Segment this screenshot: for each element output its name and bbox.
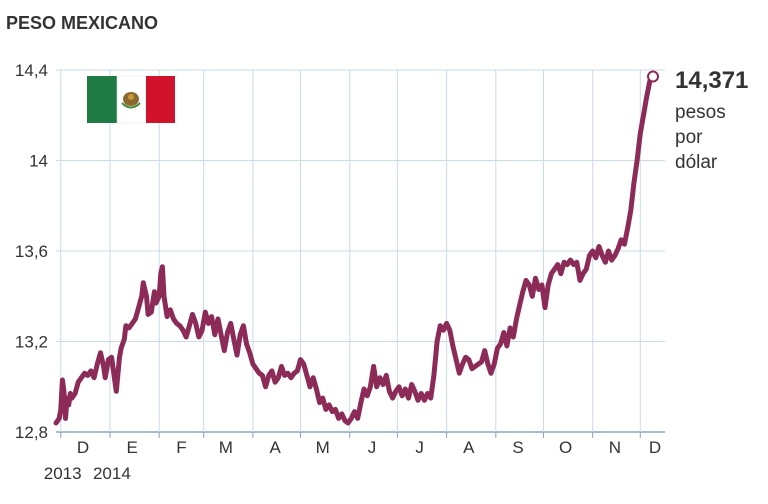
series-line — [53, 74, 656, 426]
x-tick-label: A — [463, 438, 475, 457]
x-tick-label: N — [609, 438, 621, 457]
x-tick-label: E — [127, 438, 138, 457]
end-value-label: 14,371 — [675, 67, 748, 94]
x-tick-label: M — [316, 438, 330, 457]
x-tick-label: J — [415, 438, 424, 457]
x-tick-label: D — [77, 438, 89, 457]
end-value-unit: dólar — [675, 152, 718, 173]
x-tick-label: J — [368, 438, 377, 457]
year-label: 2014 — [93, 464, 131, 483]
year-label: 2013 — [44, 464, 82, 483]
end-marker — [647, 70, 659, 83]
mexico-flag-icon — [87, 75, 175, 124]
y-tick-label: 13,6 — [15, 242, 48, 261]
y-tick-label: 12,8 — [15, 423, 48, 442]
grid — [56, 69, 665, 433]
end-value-unit: pesos — [675, 102, 726, 123]
end-label-group: 14,371 pesos por dólar — [675, 67, 748, 173]
x-tick-label: D — [649, 438, 661, 457]
series-group — [53, 70, 659, 426]
x-tick-label: M — [219, 438, 233, 457]
x-tick-label: O — [559, 438, 572, 457]
x-tick-label: A — [269, 438, 281, 457]
y-tick-label: 14,4 — [15, 61, 48, 80]
chart-title: PESO MEXICANO — [6, 13, 158, 33]
x-tick-label: S — [512, 438, 523, 457]
y-tick-label: 13,2 — [15, 333, 48, 352]
x-tick-label: F — [176, 438, 186, 457]
y-tick-label: 14 — [29, 152, 48, 171]
end-value-unit: por — [675, 127, 703, 148]
axes: 12,8 13,2 13,6 14 14,4 D E F M A M J J A S O N D 2013 2014 — [15, 61, 661, 483]
